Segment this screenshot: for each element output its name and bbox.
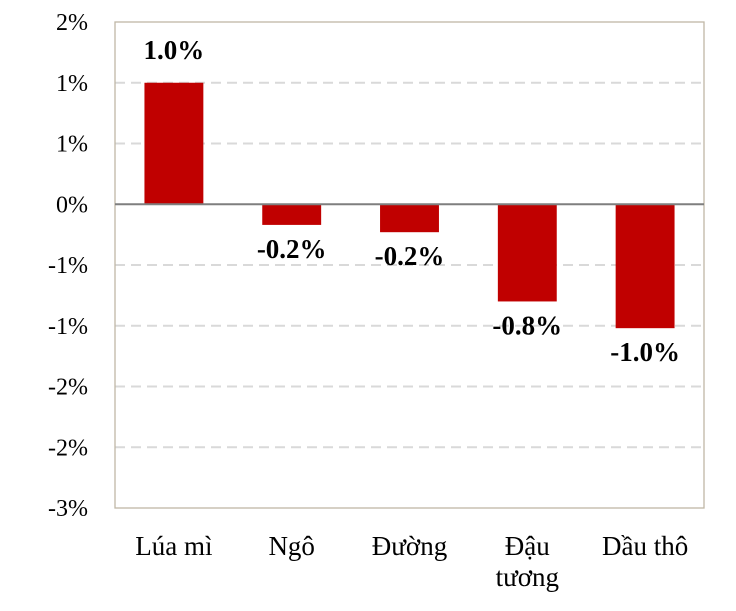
y-axis-tick-labels: 2% 1% 1% 0% -1% -1% -2% -2% -3% <box>48 10 88 522</box>
data-label: 1.0% <box>144 35 205 65</box>
bar <box>497 204 557 302</box>
category-label-line: Đậu <box>505 531 550 561</box>
category-label: Ngô <box>268 531 315 561</box>
plot-area-frame <box>114 21 705 509</box>
y-tick-label: 0% <box>56 192 88 218</box>
y-tick-label: -2% <box>48 375 88 401</box>
category-label-line: Lúa mì <box>135 531 212 561</box>
data-labels: 1.0% -0.2% -0.2% -0.8% -1.0% <box>144 35 680 367</box>
x-axis-category-labels: Lúa mì Ngô Đường Đậu tương Dầu thô <box>135 531 688 592</box>
y-tick-label: -2% <box>48 435 88 461</box>
gridlines <box>115 81 704 449</box>
bar <box>262 204 322 225</box>
category-label: Dầu thô <box>602 531 688 561</box>
category-label: Lúa mì <box>135 531 212 561</box>
bar <box>615 204 675 329</box>
category-label-line: tương <box>496 562 559 592</box>
bars <box>144 82 675 329</box>
data-label: -0.2% <box>257 234 327 264</box>
category-label: Đậu tương <box>496 531 559 592</box>
data-label: -1.0% <box>610 337 680 367</box>
y-tick-label: -3% <box>48 496 88 522</box>
data-label: -0.2% <box>375 241 445 271</box>
category-label-line: Đường <box>372 531 447 561</box>
category-label: Đường <box>372 531 447 561</box>
y-tick-label: 1% <box>56 71 88 97</box>
category-label-line: Ngô <box>268 531 315 561</box>
category-label-line: Dầu thô <box>602 531 688 561</box>
y-tick-label: -1% <box>48 314 88 340</box>
bar <box>380 204 439 233</box>
data-label: -0.8% <box>492 310 562 340</box>
bar <box>144 82 204 205</box>
y-tick-label: -1% <box>48 253 88 279</box>
y-tick-label: 2% <box>56 10 88 36</box>
y-tick-label: 1% <box>56 132 88 158</box>
